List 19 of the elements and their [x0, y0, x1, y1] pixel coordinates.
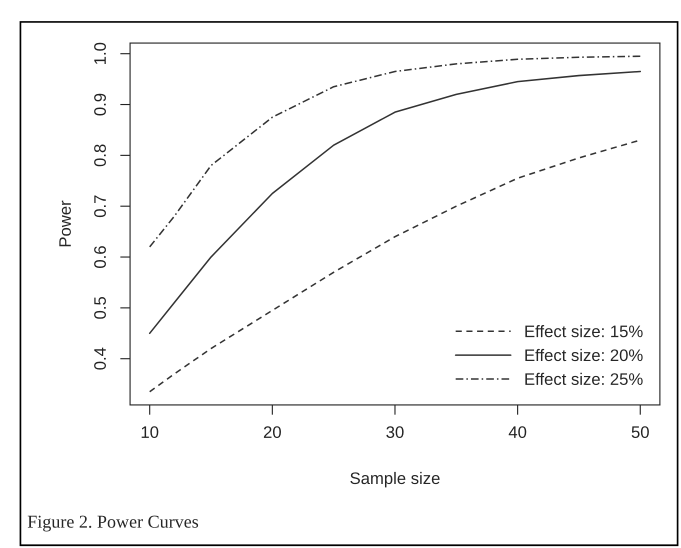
legend-label: Effect size: 25%	[525, 372, 643, 386]
y-tick-label: 0.9	[94, 94, 106, 116]
x-tick-label: 10	[142, 426, 158, 438]
y-axis-title: Power	[59, 200, 71, 246]
x-axis-title: Sample size	[350, 472, 440, 488]
y-tick-label: 0.7	[94, 195, 106, 218]
x-tick-label: 20	[264, 426, 281, 438]
legend-label: Effect size: 15%	[525, 325, 643, 338]
line-series	[148, 55, 642, 248]
x-tick-label: 40	[508, 426, 526, 438]
x-tick-label: 50	[632, 426, 649, 438]
y-tick-label: 0.8	[94, 144, 106, 166]
caption: Figure 2. Power Curves	[28, 516, 198, 532]
y-tick-label: 0.6	[94, 246, 106, 268]
y-tick-label: 0.4	[94, 348, 106, 370]
y-tick-label: 1.0	[94, 42, 106, 64]
x-tick-label: 30	[386, 426, 404, 438]
y-tick-label: 0.5	[94, 296, 106, 319]
legend-label: Effect size: 20%	[525, 348, 643, 362]
